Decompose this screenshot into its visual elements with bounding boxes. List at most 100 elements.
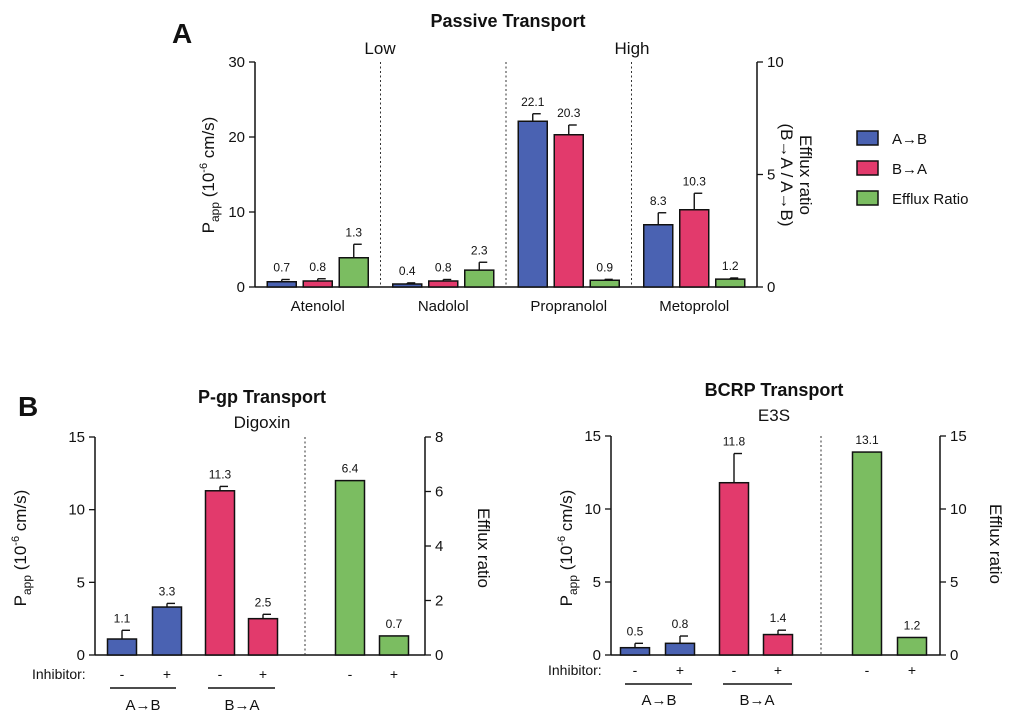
chart-b2-y2tick-label: 10 [950, 501, 967, 518]
chart-a-data-label: 0.8 [435, 261, 452, 275]
chart-a-category-label: Metoprolol [659, 298, 729, 315]
chart-b1-data-label: 1.1 [114, 611, 131, 625]
chart-b1-data-label: 11.3 [209, 467, 232, 481]
chart-a-bar [392, 283, 423, 288]
chart-b1-y2tick-label: 6 [435, 484, 443, 501]
chart-b1-inhibitor-sign: - [218, 666, 223, 682]
chart-b1-group-ab: A→B [125, 697, 160, 714]
chart-a-data-label: 1.2 [722, 259, 739, 273]
chart-b2-inhibitor-sign: - [633, 662, 638, 678]
chart-a-group-low: Low [364, 39, 396, 58]
chart-a-data-label: 0.9 [596, 260, 613, 274]
chart-b2-data-label: 0.5 [627, 624, 644, 638]
chart-a-bar [428, 280, 459, 288]
chart-b1-ylabel: Papp (10-6 cm/s) [10, 490, 34, 607]
chart-b1-y2label: Efflux ratio [474, 508, 493, 588]
chart-b2-group-ab: A→B [641, 692, 676, 709]
chart-a-ytick-label: 0 [237, 279, 245, 296]
chart-b1-bar [151, 606, 183, 656]
chart-b2-bar [718, 481, 750, 656]
chart-b1-bar [106, 638, 138, 656]
chart-a-data-label: 20.3 [557, 106, 581, 120]
chart-b1-data-label: 3.3 [159, 584, 176, 598]
chart-a-data-label: 8.3 [650, 194, 667, 208]
legend-swatch-ab [856, 130, 879, 146]
chart-b2-ytick-label: 5 [593, 574, 601, 591]
chart-b2-title: BCRP Transport [705, 380, 844, 400]
chart-a-ytick-label: 20 [228, 129, 245, 146]
legend-swatch-ba [856, 160, 879, 176]
chart-b1-inhibitor-sign: - [120, 666, 125, 682]
chart-a-data-label: 0.4 [399, 264, 416, 278]
chart-b1-inhibitor-sign: + [390, 666, 398, 682]
chart-b2-inhibitor-sign: + [908, 662, 916, 678]
chart-b2-y2tick-label: 0 [950, 647, 958, 664]
chart-a-data-label: 22.1 [521, 95, 545, 109]
chart-a-y2label: Efflux ratio (B→A / A→B) [777, 124, 815, 227]
chart-b1-data-label: 0.7 [386, 617, 403, 631]
svg-text:Efflux ratio: Efflux ratio [986, 504, 1005, 584]
chart-a-bar [266, 281, 297, 288]
chart-b2-data-label: 1.2 [904, 618, 921, 632]
chart-a-ytick-label: 10 [228, 204, 245, 221]
legend-swatch-ratio [856, 190, 879, 206]
svg-text:Efflux ratio: Efflux ratio [796, 135, 815, 215]
chart-b1-data-label: 2.5 [255, 595, 272, 609]
panel-b-letter: B [18, 391, 38, 422]
chart-b2-ytick-label: 10 [584, 501, 601, 518]
chart-b2-data-label: 0.8 [672, 617, 689, 631]
chart-b1-inhibitor-label: Inhibitor: [32, 666, 86, 682]
chart-b1-ytick-label: 5 [77, 574, 85, 591]
chart-b1-y2tick-label: 8 [435, 429, 443, 446]
chart-b2-inhibitor-sign: + [774, 662, 782, 678]
legend-label-ratio: Efflux Ratio [892, 191, 968, 208]
chart-a-data-label: 1.3 [345, 225, 362, 239]
chart-a-data-label: 0.7 [273, 261, 290, 275]
legend-label-ab: A→B [892, 131, 927, 148]
chart-b1-bar [204, 490, 236, 656]
chart-b1-ytick-label: 10 [68, 502, 85, 519]
chart-a-bar [643, 224, 674, 288]
chart-b1-title: P-gp Transport [198, 387, 326, 407]
chart-a-ytick-label: 30 [228, 54, 245, 71]
chart-b2-bar [851, 451, 883, 656]
chart-b2-data-label: 1.4 [770, 611, 787, 625]
chart-a-bar [553, 134, 584, 288]
chart-b1-ytick-label: 0 [77, 647, 85, 664]
svg-text:Papp (10-6 cm/s): Papp (10-6 cm/s) [198, 117, 222, 234]
chart-b1-y2tick-label: 0 [435, 647, 443, 664]
chart-a-data-label: 10.3 [683, 174, 707, 188]
chart-a-bar [464, 269, 495, 288]
chart-b1-inhibitor-sign: + [259, 666, 267, 682]
chart-a-y2tick-label: 0 [767, 279, 775, 296]
chart-a-bar [302, 280, 333, 288]
chart-b2-bar [762, 633, 794, 656]
chart-a-ylabel: Papp (10-6 cm/s) [198, 117, 222, 234]
chart-b1-y2tick-label: 2 [435, 593, 443, 610]
chart-a-bar [517, 120, 548, 288]
chart-b2-ylabel: Papp (10-6 cm/s) [556, 490, 580, 607]
chart-b2-inhibitor-label: Inhibitor: [548, 662, 602, 678]
chart-b1-subtitle: Digoxin [234, 413, 291, 432]
chart-a-data-label: 2.3 [471, 243, 488, 257]
chart-b2-data-label: 11.8 [723, 435, 746, 449]
chart-a-bar [715, 278, 746, 288]
chart-a-bar [679, 209, 710, 288]
chart-b2-bar [619, 646, 651, 656]
chart-a-bar [338, 257, 369, 288]
chart-b1-data-label: 6.4 [342, 462, 359, 476]
svg-text:(B→A / A→B): (B→A / A→B) [777, 124, 796, 227]
chart-a-y2tick-label: 10 [767, 54, 784, 71]
chart-b2-ytick-label: 15 [584, 428, 601, 445]
chart-b2-group-ba: B→A [739, 692, 774, 709]
chart-b2-inhibitor-sign: - [865, 662, 870, 678]
chart-a-category-label: Atenolol [291, 298, 345, 315]
chart-a-category-label: Nadolol [418, 298, 469, 315]
chart-a-y2tick-label: 5 [767, 167, 775, 184]
chart-b2-data-label: 13.1 [855, 433, 879, 447]
chart-a-category-label: Propranolol [530, 298, 607, 315]
chart-a-bar [589, 279, 620, 288]
chart-b2-bar [896, 636, 928, 656]
svg-text:Efflux ratio: Efflux ratio [474, 508, 493, 588]
